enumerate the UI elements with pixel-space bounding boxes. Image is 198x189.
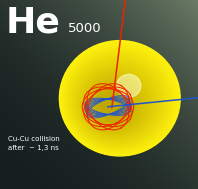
Circle shape xyxy=(93,86,134,125)
Text: He: He xyxy=(6,6,61,40)
Circle shape xyxy=(82,70,150,136)
Circle shape xyxy=(75,62,159,142)
Circle shape xyxy=(98,93,127,120)
Circle shape xyxy=(103,99,121,116)
Circle shape xyxy=(67,50,170,149)
Circle shape xyxy=(64,47,173,151)
Circle shape xyxy=(81,70,150,136)
Circle shape xyxy=(70,55,165,146)
Circle shape xyxy=(62,43,177,154)
Circle shape xyxy=(77,65,156,140)
Circle shape xyxy=(91,84,136,127)
Text: 5000: 5000 xyxy=(68,22,102,35)
Circle shape xyxy=(72,58,162,144)
Circle shape xyxy=(73,60,161,143)
Circle shape xyxy=(84,74,147,134)
Circle shape xyxy=(74,60,160,143)
Circle shape xyxy=(99,94,126,120)
Circle shape xyxy=(79,68,153,138)
Circle shape xyxy=(94,87,133,124)
Circle shape xyxy=(87,77,143,131)
Circle shape xyxy=(60,41,179,155)
Circle shape xyxy=(95,88,132,124)
Circle shape xyxy=(84,74,146,133)
Circle shape xyxy=(64,46,174,152)
Circle shape xyxy=(96,90,130,122)
Circle shape xyxy=(61,43,178,154)
Circle shape xyxy=(90,82,138,128)
Circle shape xyxy=(92,85,135,126)
Circle shape xyxy=(68,52,168,148)
Circle shape xyxy=(83,72,148,135)
Circle shape xyxy=(80,68,152,137)
Circle shape xyxy=(65,49,172,150)
Circle shape xyxy=(101,97,123,118)
Circle shape xyxy=(98,92,128,121)
Circle shape xyxy=(97,91,129,122)
Circle shape xyxy=(83,73,148,134)
Circle shape xyxy=(94,87,133,125)
Circle shape xyxy=(90,81,139,128)
Circle shape xyxy=(72,57,163,145)
Circle shape xyxy=(76,63,158,141)
Circle shape xyxy=(82,71,149,135)
Circle shape xyxy=(85,75,145,133)
Circle shape xyxy=(92,84,136,126)
Circle shape xyxy=(79,67,153,138)
Circle shape xyxy=(96,90,130,123)
Circle shape xyxy=(77,64,156,140)
Circle shape xyxy=(76,63,157,141)
Circle shape xyxy=(78,65,155,139)
Circle shape xyxy=(59,41,180,156)
Circle shape xyxy=(86,76,144,132)
Circle shape xyxy=(63,45,176,153)
Circle shape xyxy=(67,51,170,149)
Circle shape xyxy=(70,54,166,146)
Circle shape xyxy=(101,96,124,118)
Circle shape xyxy=(63,46,175,153)
Circle shape xyxy=(86,76,145,132)
Circle shape xyxy=(102,98,122,117)
Circle shape xyxy=(87,78,142,131)
Circle shape xyxy=(89,81,139,129)
Circle shape xyxy=(102,98,122,117)
Circle shape xyxy=(78,66,154,139)
Circle shape xyxy=(68,52,169,149)
Circle shape xyxy=(66,49,171,150)
Circle shape xyxy=(62,44,176,153)
Circle shape xyxy=(81,69,151,137)
Circle shape xyxy=(69,54,167,147)
Circle shape xyxy=(91,83,137,127)
Text: Cu-Cu collision
after  ~ 1,3 ns: Cu-Cu collision after ~ 1,3 ns xyxy=(8,136,60,151)
Circle shape xyxy=(100,95,125,119)
Circle shape xyxy=(88,79,142,130)
Circle shape xyxy=(60,42,179,155)
Circle shape xyxy=(100,95,125,119)
Circle shape xyxy=(117,74,141,97)
Circle shape xyxy=(75,61,159,142)
Circle shape xyxy=(71,57,164,145)
Circle shape xyxy=(89,80,140,129)
Circle shape xyxy=(65,48,173,151)
Circle shape xyxy=(69,53,168,148)
Circle shape xyxy=(97,92,128,121)
Circle shape xyxy=(95,89,131,123)
Circle shape xyxy=(73,59,162,144)
Circle shape xyxy=(71,56,165,146)
Circle shape xyxy=(88,79,141,130)
